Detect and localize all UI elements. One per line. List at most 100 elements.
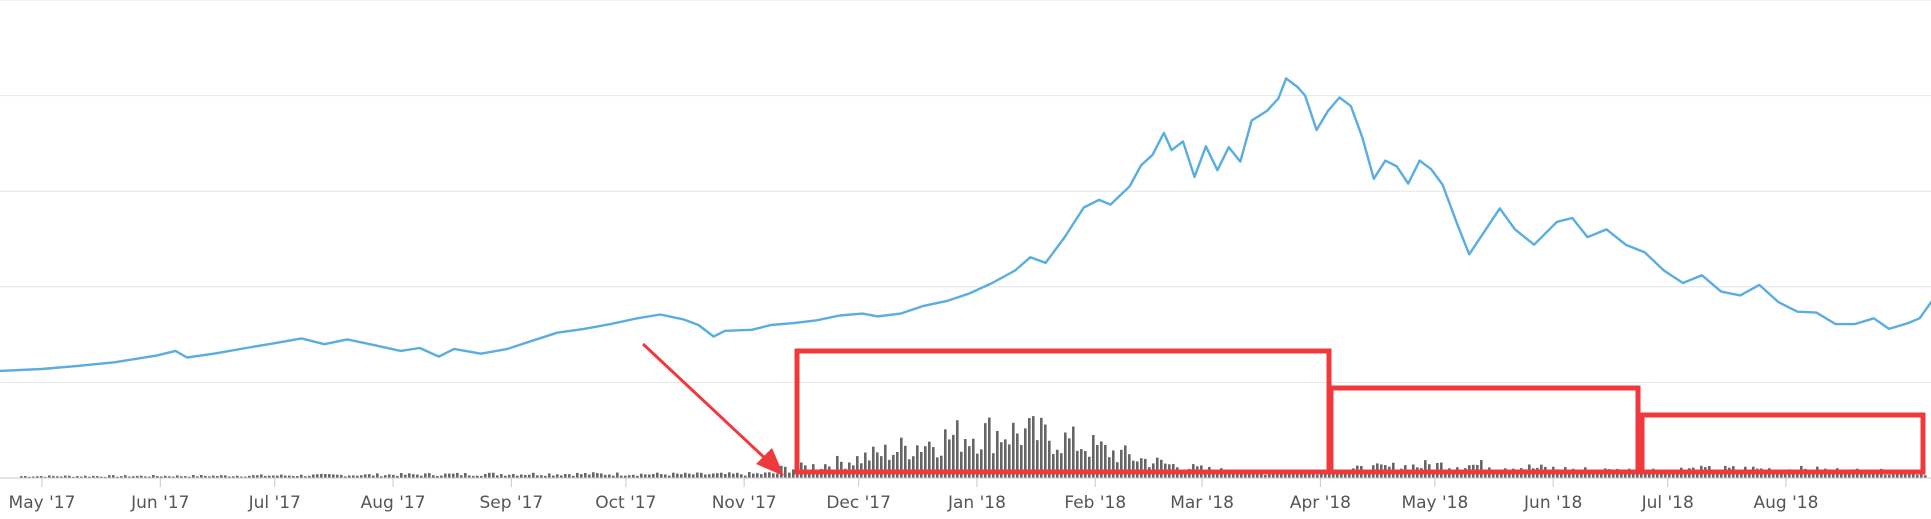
volume-bar <box>1920 472 1923 478</box>
volume-bar <box>1916 474 1919 478</box>
volume-bar <box>396 475 399 478</box>
volume-bar <box>740 474 743 478</box>
volume-bar <box>1876 472 1879 478</box>
volume-bar <box>1280 473 1283 478</box>
volume-bar <box>212 475 215 478</box>
volume-bar <box>652 473 655 478</box>
x-tick-label: Nov '17 <box>712 493 777 513</box>
volume-bar <box>184 476 187 478</box>
volume-bar <box>668 475 671 478</box>
volume-bar <box>756 473 759 478</box>
volume-bar <box>232 476 235 478</box>
volume-bar <box>1108 457 1111 478</box>
volume-bar <box>188 476 191 478</box>
volume-bar <box>148 476 151 478</box>
volume-bar <box>904 445 907 478</box>
volume-bar <box>620 475 623 478</box>
volume-bar <box>28 476 31 478</box>
volume-bar <box>884 444 887 478</box>
volume-bar <box>988 417 991 478</box>
volume-bar <box>636 475 639 478</box>
volume-bar <box>1120 449 1123 478</box>
volume-bar <box>1600 472 1603 478</box>
volume-bar <box>248 475 251 478</box>
volume-bar <box>488 472 491 478</box>
volume-bar <box>68 475 71 478</box>
volume-bar <box>304 476 307 478</box>
volume-bar <box>1080 449 1083 478</box>
volume-bar <box>1112 450 1115 478</box>
volume-bar <box>1408 471 1411 478</box>
volume-bar <box>960 451 963 478</box>
volume-bar <box>1900 471 1903 478</box>
volume-bar <box>164 475 167 478</box>
volume-bar <box>220 475 223 478</box>
volume-bar <box>384 475 387 478</box>
volume-bar <box>1364 471 1367 478</box>
volume-bar <box>784 466 787 478</box>
volume-bar <box>1284 473 1287 478</box>
volume-bar <box>20 476 23 478</box>
volume-bar <box>696 472 699 478</box>
arrow-shaft <box>641 342 771 464</box>
volume-bar <box>136 475 139 478</box>
volume-bar <box>440 475 443 478</box>
volume-bar <box>1060 453 1063 478</box>
volume-bar <box>168 476 171 478</box>
volume-bar <box>504 475 507 478</box>
volume-bar <box>964 439 967 478</box>
highlight-box-3 <box>1639 412 1926 475</box>
volume-bar <box>1008 444 1011 478</box>
volume-bar <box>1296 473 1299 478</box>
volume-bar <box>532 472 535 478</box>
volume-bar <box>916 445 919 478</box>
volume-bar <box>704 474 707 478</box>
volume-bar <box>104 476 107 478</box>
volume-bar <box>524 475 527 478</box>
volume-bar <box>1444 471 1447 478</box>
volume-bar <box>80 476 83 478</box>
volume-bar <box>468 475 471 478</box>
volume-bar <box>192 474 195 478</box>
volume-bar <box>60 476 63 478</box>
volume-bar <box>644 474 647 478</box>
x-tick-label: Jul '18 <box>1641 493 1694 513</box>
volume-bar <box>1316 474 1319 478</box>
volume-bar <box>980 449 983 478</box>
volume-bar <box>344 476 347 478</box>
volume-bar <box>156 476 159 478</box>
volume-bar <box>996 430 999 478</box>
volume-bar <box>376 473 379 478</box>
volume-bar <box>1300 471 1303 478</box>
volume-bar <box>116 476 119 478</box>
volume-bar <box>1088 456 1091 478</box>
volume-bar <box>496 475 499 478</box>
volume-bar <box>472 475 475 478</box>
volume-bar <box>1004 439 1007 478</box>
volume-bar <box>1396 472 1399 478</box>
volume-bar <box>1844 473 1847 478</box>
volume-bar <box>1048 440 1051 478</box>
volume-bar <box>536 475 539 478</box>
volume-bar <box>52 475 55 478</box>
volume-bar <box>728 472 731 478</box>
volume-bar <box>392 474 395 478</box>
volume-bar <box>864 452 867 478</box>
volume-bar <box>888 459 891 478</box>
volume-bar <box>732 473 735 478</box>
volume-bar <box>96 476 99 478</box>
volume-bar <box>932 447 935 478</box>
volume-bar <box>1812 471 1815 478</box>
volume-bar <box>1308 472 1311 478</box>
volume-bar <box>684 472 687 478</box>
volume-bar <box>724 474 727 478</box>
volume-bar <box>872 446 875 478</box>
volume-bar <box>436 476 439 478</box>
volume-bar <box>280 474 283 478</box>
volume-bar <box>596 473 599 478</box>
volume-bar <box>476 475 479 478</box>
volume-bar <box>428 473 431 478</box>
volume-bar <box>908 459 911 478</box>
volume-bar <box>236 475 239 478</box>
